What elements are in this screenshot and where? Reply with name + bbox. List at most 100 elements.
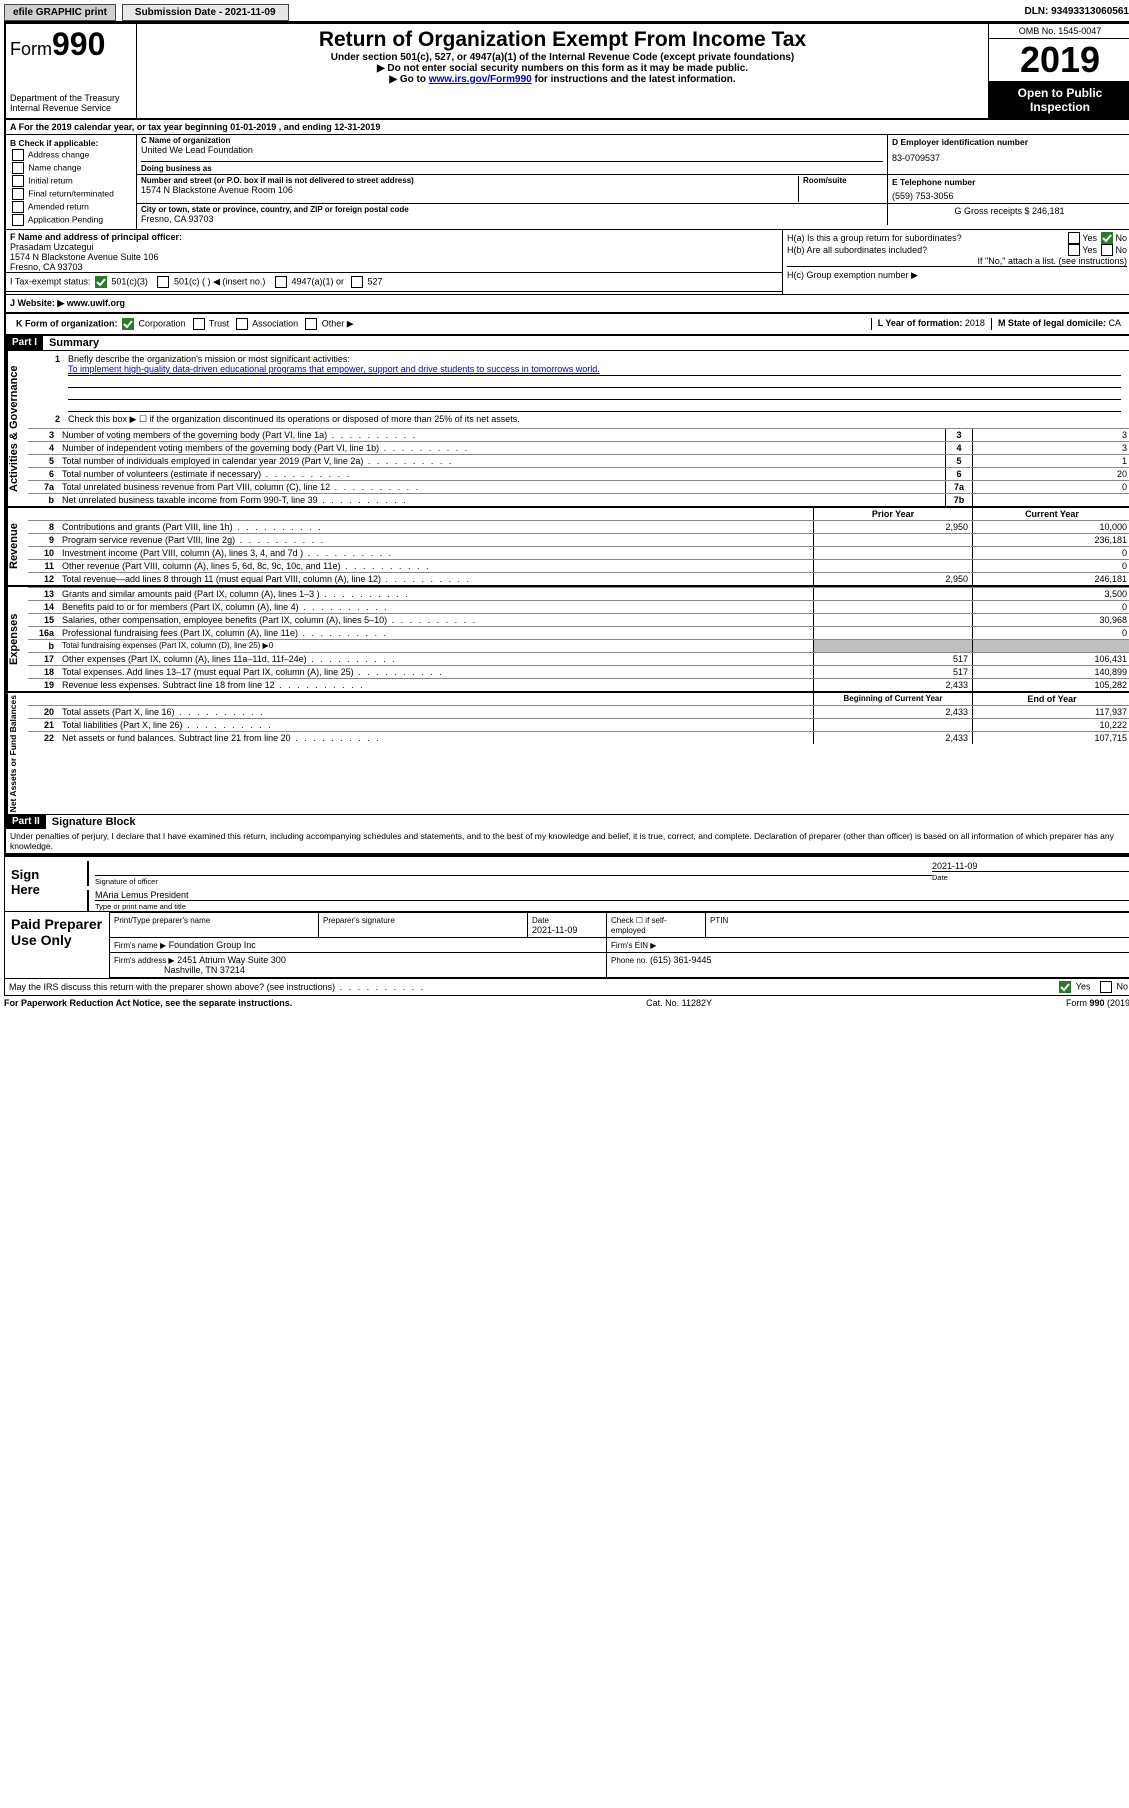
cb-hb-yes[interactable] [1068, 244, 1080, 256]
ha-label: H(a) Is this a group return for subordin… [787, 233, 1066, 243]
row-current: 105,282 [972, 679, 1129, 691]
hb-label: H(b) Are all subordinates included? [787, 245, 1066, 255]
row-text: Revenue less expenses. Subtract line 18 … [58, 679, 813, 691]
d-label: D Employer identification number [892, 137, 1127, 147]
row-text: Number of voting members of the governin… [58, 429, 945, 441]
row-num: 15 [28, 614, 58, 626]
efile-button[interactable]: efile GRAPHIC print [4, 4, 116, 21]
row-num: 19 [28, 679, 58, 691]
summary-row: 21Total liabilities (Part X, line 26)10,… [28, 718, 1129, 731]
cb-trust[interactable] [193, 318, 205, 330]
row-num: 7a [28, 481, 58, 493]
row-current: 106,431 [972, 653, 1129, 665]
ha-no: No [1115, 233, 1127, 243]
cb-assoc[interactable] [236, 318, 248, 330]
cb-discuss-yes[interactable] [1059, 981, 1071, 993]
row-text: Total expenses. Add lines 13–17 (must eq… [58, 666, 813, 678]
cb-527[interactable] [351, 276, 363, 288]
l-val: 2018 [965, 318, 985, 328]
b-amend: Amended return [28, 201, 89, 211]
row-text: Number of independent voting members of … [58, 442, 945, 454]
summary-row: 14Benefits paid to or for members (Part … [28, 600, 1129, 613]
row-box: 7a [945, 481, 972, 493]
block-f-h: F Name and address of principal officer:… [6, 230, 1129, 295]
row-current [972, 640, 1129, 652]
row-prior: 517 [813, 666, 972, 678]
pp-phone: (615) 361-9445 [650, 955, 712, 965]
sig-officer-label: Signature of officer [95, 875, 932, 886]
cb-other[interactable] [305, 318, 317, 330]
perjury-text: Under penalties of perjury, I declare th… [6, 829, 1129, 853]
i-b: 501(c) ( ) ◀ (insert no.) [174, 276, 265, 286]
cb-address-change[interactable] [12, 149, 24, 161]
cb-amended[interactable] [12, 201, 24, 213]
block-b-to-g: B Check if applicable: Address change Na… [6, 135, 1129, 230]
row-val [972, 494, 1129, 506]
summary-row: 20Total assets (Part X, line 16)2,433117… [28, 705, 1129, 718]
row-prior [813, 627, 972, 639]
cb-name-change[interactable] [12, 162, 24, 174]
row-current: 246,181 [972, 573, 1129, 585]
row-klm: K Form of organization: Corporation Trus… [6, 314, 1129, 336]
form-number: 990 [52, 26, 105, 62]
form-subtitle-1: Under section 501(c), 527, or 4947(a)(1)… [143, 52, 982, 63]
j-website: www.uwlf.org [67, 298, 125, 308]
b-init: Initial return [28, 175, 72, 185]
q1-mission[interactable]: To implement high-quality data-driven ed… [68, 364, 600, 374]
g-label: G Gross receipts $ [954, 206, 1029, 216]
header-right: OMB No. 1545-0047 2019 Open to Public In… [988, 24, 1129, 118]
cb-4947[interactable] [275, 276, 287, 288]
row-current: 10,222 [972, 719, 1129, 731]
row-prior: 2,950 [813, 573, 972, 585]
instructions-link[interactable]: www.irs.gov/Form990 [429, 74, 532, 85]
side-expenses: Expenses [6, 587, 28, 691]
cb-ha-no[interactable] [1101, 232, 1113, 244]
dept-irs: Internal Revenue Service [10, 103, 132, 113]
i-a: 501(c)(3) [111, 276, 148, 286]
row-box: 7b [945, 494, 972, 506]
pp-c4: Check ☐ if self-employed [611, 916, 667, 935]
cb-final[interactable] [12, 188, 24, 200]
row-text: Other revenue (Part VIII, column (A), li… [58, 560, 813, 572]
sign-here-label: Sign Here [5, 857, 77, 911]
cb-pending[interactable] [12, 214, 24, 226]
row-prior: 2,950 [813, 521, 972, 533]
c-dba-label: Doing business as [141, 164, 883, 173]
cb-501c[interactable] [157, 276, 169, 288]
submission-date-button[interactable]: Submission Date - 2021-11-09 [122, 4, 289, 21]
cb-corp[interactable] [122, 318, 134, 330]
row-text: Professional fundraising fees (Part IX, … [58, 627, 813, 639]
cb-ha-yes[interactable] [1068, 232, 1080, 244]
form-header: Form990 Department of the Treasury Inter… [6, 24, 1129, 120]
row-current: 0 [972, 601, 1129, 613]
row-num: 11 [28, 560, 58, 572]
summary-row: 22Net assets or fund balances. Subtract … [28, 731, 1129, 744]
cb-discuss-no[interactable] [1100, 981, 1112, 993]
row-current: 140,899 [972, 666, 1129, 678]
row-num: 16a [28, 627, 58, 639]
c-city-label: City or town, state or province, country… [141, 205, 883, 214]
row-box: 4 [945, 442, 972, 454]
row-val: 1 [972, 455, 1129, 467]
tax-year: 2019 [989, 39, 1129, 82]
part2-badge: Part II [6, 815, 46, 829]
row-text: Total assets (Part X, line 16) [58, 706, 813, 718]
row-prior [813, 719, 972, 731]
row-text: Total fundraising expenses (Part IX, col… [58, 640, 813, 652]
footer-right: Form 990 (2019) [1066, 998, 1129, 1008]
row-prior: 2,433 [813, 706, 972, 718]
pp-phone-l: Phone no. [611, 956, 647, 965]
summary-row: 3Number of voting members of the governi… [28, 428, 1129, 441]
e-label: E Telephone number [892, 177, 1127, 187]
k-trust: Trust [209, 318, 229, 328]
row-text: Benefits paid to or for members (Part IX… [58, 601, 813, 613]
row-num: 9 [28, 534, 58, 546]
cb-hb-no[interactable] [1101, 244, 1113, 256]
pp-firmaddr-l: Firm's address ▶ [114, 956, 175, 965]
top-bar: efile GRAPHIC print Submission Date - 20… [4, 4, 1129, 22]
cb-initial[interactable] [12, 175, 24, 187]
row-current: 0 [972, 547, 1129, 559]
form-word: Form [10, 39, 52, 59]
pp-c2: Preparer's signature [323, 916, 395, 925]
cb-501c3[interactable] [95, 276, 107, 288]
